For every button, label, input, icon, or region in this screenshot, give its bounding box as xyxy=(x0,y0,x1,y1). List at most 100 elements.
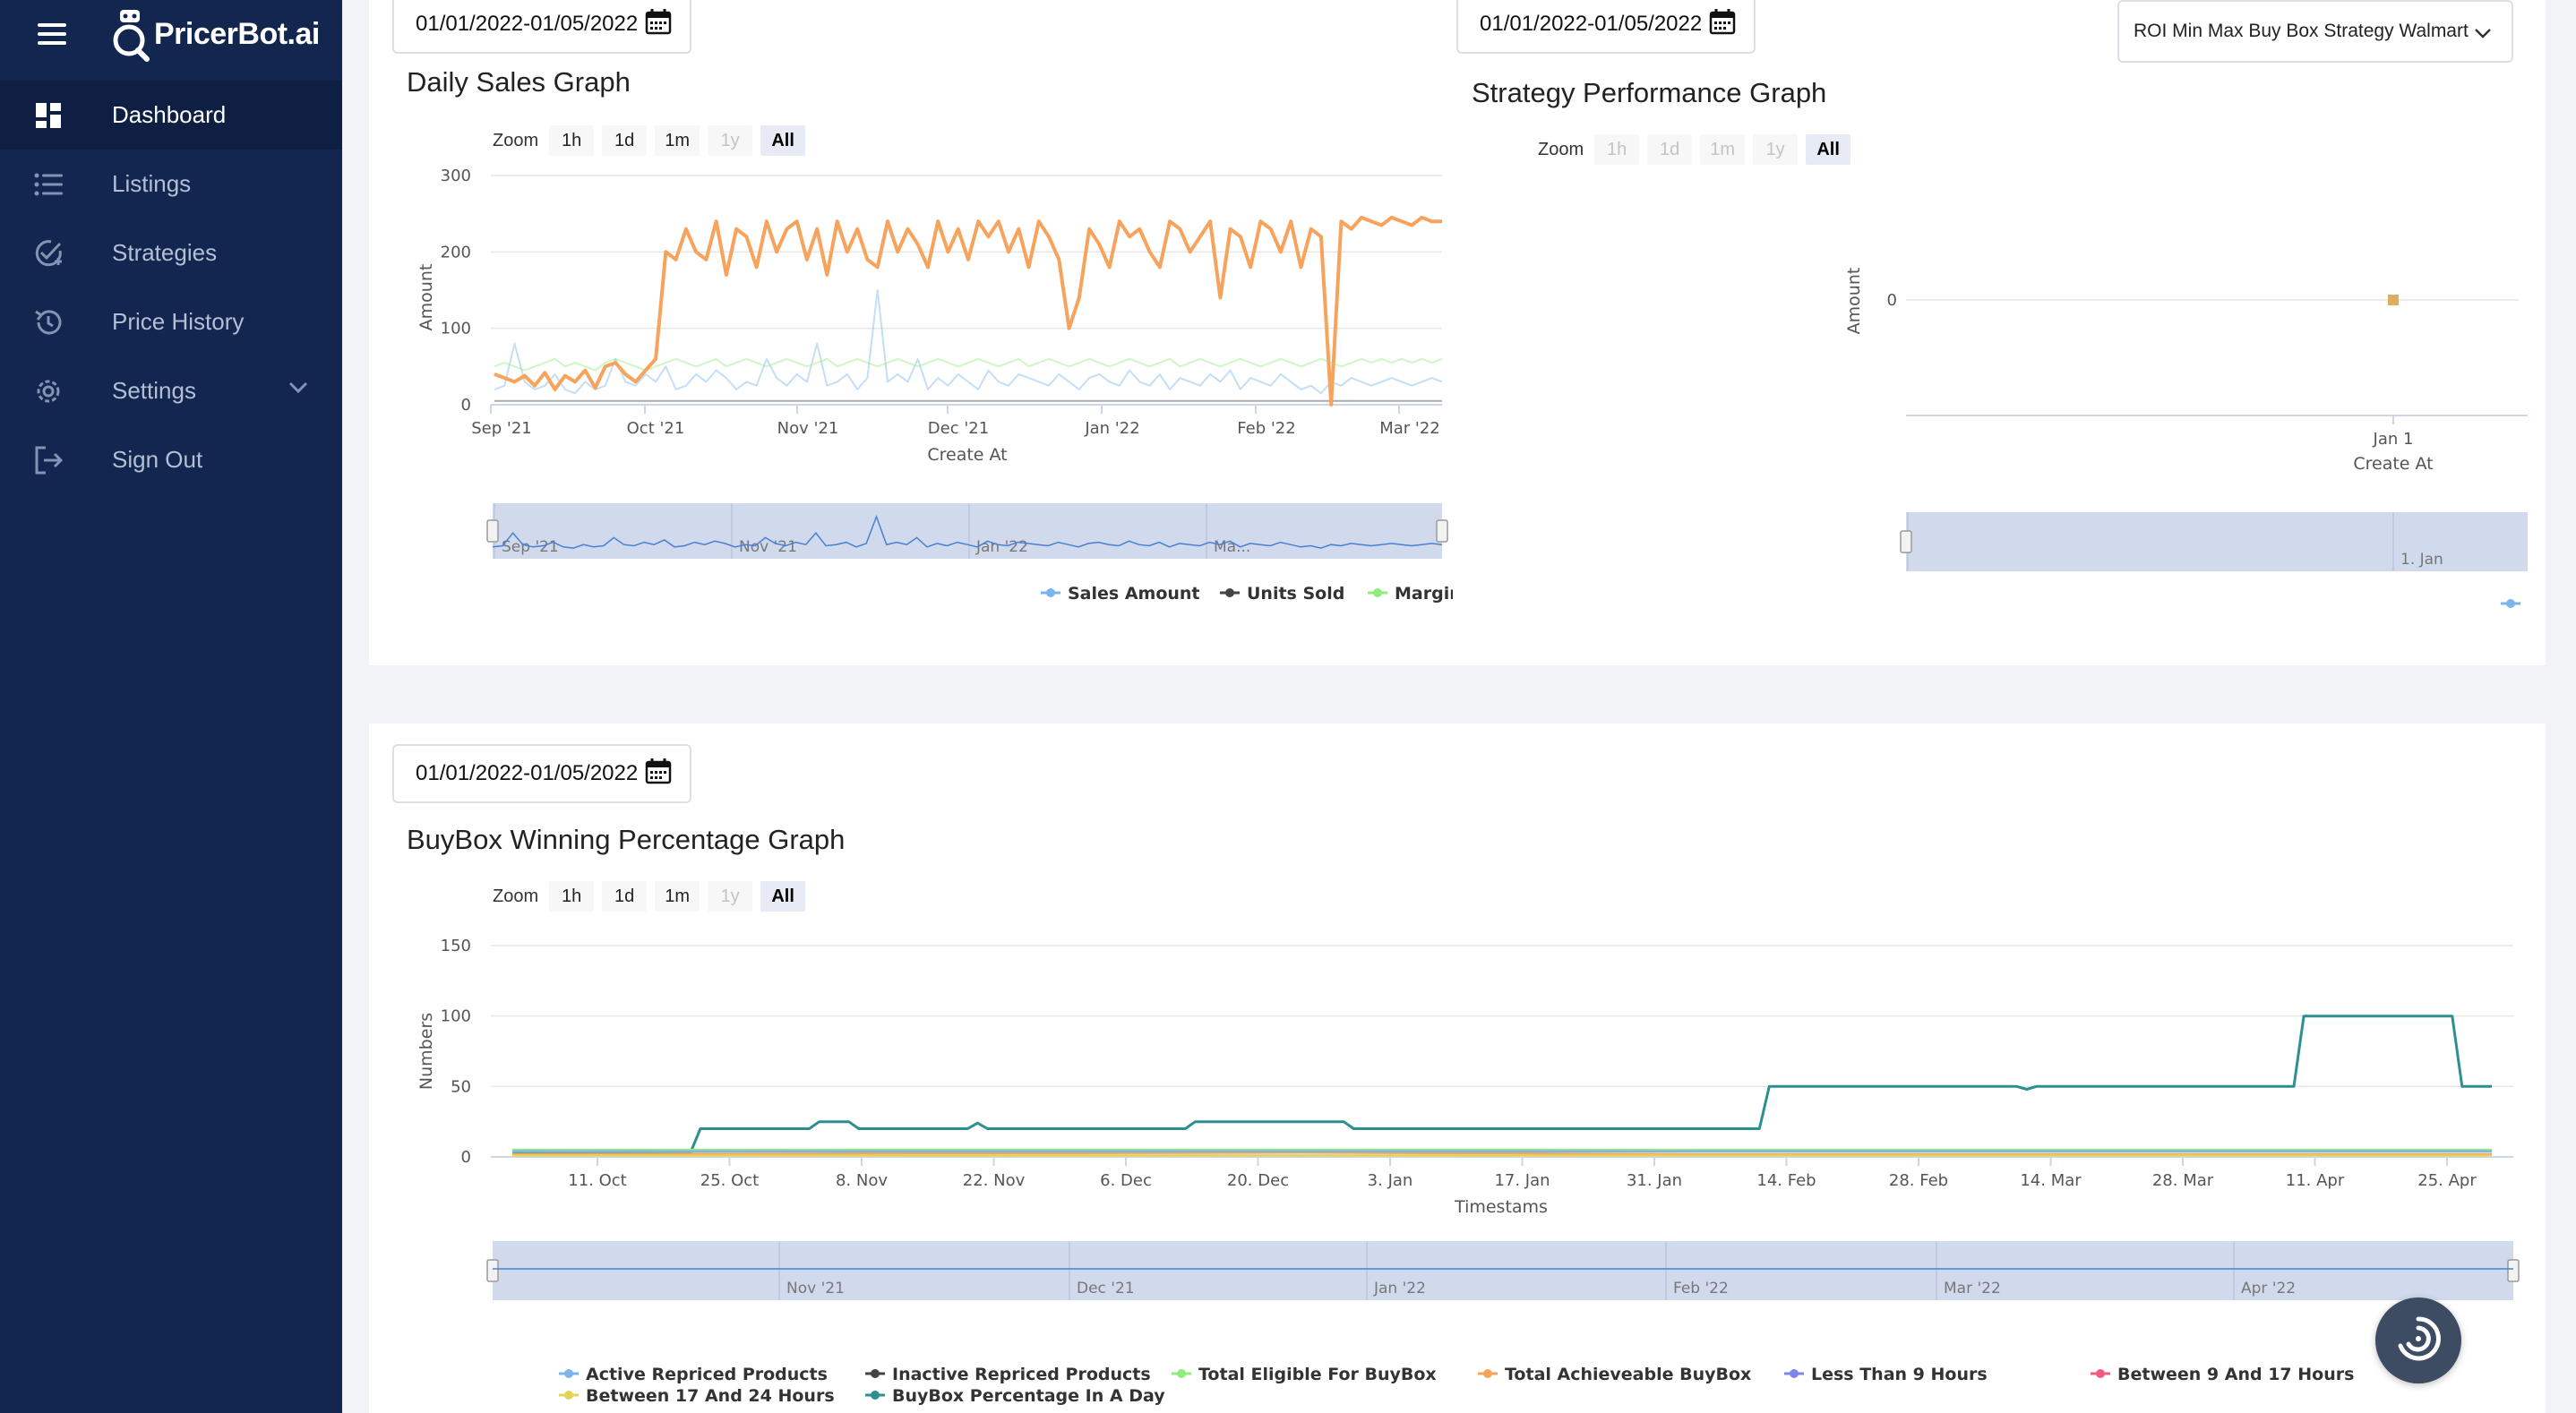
sidebar-item-settings[interactable]: Settings xyxy=(0,356,342,425)
zoom-1m-button[interactable]: 1m xyxy=(1700,134,1746,165)
daily-sales-zoom-bar: Zoom 1h 1d 1m 1y All xyxy=(493,125,813,156)
legend-item-marker xyxy=(1046,588,1055,597)
navigator-handle xyxy=(486,1259,499,1282)
zoom-1h-button[interactable]: 1h xyxy=(1594,134,1640,165)
y-axis-title: Amount xyxy=(1844,268,1864,335)
navigator-label: Jan '22 xyxy=(975,538,1028,556)
chevron-down-icon xyxy=(2474,23,2492,45)
logo[interactable]: PricerBot.ai xyxy=(109,5,320,63)
zoom-1d-button[interactable]: 1d xyxy=(602,125,648,156)
series-line-roi xyxy=(494,215,1442,407)
y-tick-label: 0 xyxy=(461,396,471,415)
strategy-icon xyxy=(32,237,64,270)
date-range-value: 01/01/2022-01/05/2022 xyxy=(416,761,639,785)
sidebar-item-label: Dashboard xyxy=(112,101,227,128)
x-tick-label: 25. Apr xyxy=(2417,1171,2477,1190)
sidebar: PricerBot.ai Dashboard xyxy=(0,0,342,1413)
zoom-1y-button[interactable]: 1y xyxy=(708,125,753,156)
sidebar-item-label: Price History xyxy=(112,308,245,335)
top-charts-card: 01/01/2022-01/05/2022 Daily Sales Graph … xyxy=(369,0,2546,665)
strategy-date-range-picker[interactable]: 01/01/2022-01/05/2022 xyxy=(1456,0,1756,54)
navigator-handle xyxy=(1436,519,1448,543)
buybox-date-range-picker[interactable]: 01/01/2022-01/05/2022 xyxy=(392,744,691,803)
x-tick-label: 20. Dec xyxy=(1227,1171,1289,1190)
strategy-zoom-bar: Zoom 1h 1d 1m 1y All xyxy=(1538,134,1859,165)
buybox-title: BuyBox Winning Percentage Graph xyxy=(407,824,846,855)
navigator-mask xyxy=(493,503,1442,559)
daily-sales-date-range-picker[interactable]: 01/01/2022-01/05/2022 xyxy=(392,0,691,54)
calendar-icon[interactable] xyxy=(645,8,672,41)
zoom-1m-button[interactable]: 1m xyxy=(655,125,700,156)
zoom-1h-button[interactable]: 1h xyxy=(549,125,595,156)
navigator-handle xyxy=(486,519,499,543)
legend-item: Less Than 9 Hours xyxy=(1811,1365,1988,1384)
dashboard-icon xyxy=(32,99,64,132)
zoom-1y-button[interactable]: 1y xyxy=(1753,134,1799,165)
zoom-1d-button[interactable]: 1d xyxy=(1647,134,1693,165)
sidebar-header: PricerBot.ai xyxy=(0,0,342,75)
zoom-all-button[interactable]: All xyxy=(1806,134,1851,165)
sidebar-item-label: Settings xyxy=(112,377,196,404)
sidebar-item-dashboard[interactable]: Dashboard xyxy=(0,81,342,150)
x-tick-label: Oct '21 xyxy=(627,419,685,438)
y-tick-label: 100 xyxy=(441,1007,471,1026)
y-tick-label: 300 xyxy=(441,167,471,185)
daily-sales-chart[interactable]: 0 100 200 300 Sep '21 Oct '21 Nov '21 Dec '21 Ja… xyxy=(369,161,1453,627)
legend-item-marker xyxy=(871,1391,880,1400)
calendar-icon[interactable] xyxy=(645,758,672,791)
buybox-chart[interactable]: 0 50 100 150 11. Oct 25. Oct 8. Nov 22. Nov 6. D… xyxy=(369,917,2546,1413)
y-tick-label: 0 xyxy=(461,1148,471,1167)
legend-item-marker xyxy=(2096,1369,2105,1378)
calendar-icon[interactable] xyxy=(1709,8,1736,41)
chat-swirl-icon xyxy=(2393,1314,2443,1368)
x-tick-label: Dec '21 xyxy=(928,419,989,438)
legend-item: Total Achieveable BuyBox xyxy=(1505,1365,1751,1384)
legend-item: Active Repriced Products xyxy=(586,1365,828,1384)
history-icon xyxy=(32,306,64,338)
sidebar-item-sign-out[interactable]: Sign Out xyxy=(0,425,342,494)
chevron-down-icon[interactable] xyxy=(288,381,308,398)
buybox-card: 01/01/2022-01/05/2022 BuyBox Winning Per… xyxy=(369,724,2546,1413)
strategy-select-value: ROI Min Max Buy Box Strategy Walmart xyxy=(2134,21,2469,41)
zoom-label: Zoom xyxy=(493,886,539,906)
buybox-zoom-bar: Zoom 1h 1d 1m 1y All xyxy=(493,881,813,912)
x-tick-label: 28. Mar xyxy=(2152,1171,2214,1190)
sidebar-item-strategies[interactable]: Strategies xyxy=(0,218,342,287)
x-tick-label: 25. Oct xyxy=(700,1171,759,1190)
x-tick-label: 14. Feb xyxy=(1756,1171,1816,1190)
x-tick-label: 17. Jan xyxy=(1494,1171,1550,1190)
hamburger-menu-icon[interactable] xyxy=(38,23,66,45)
zoom-label: Zoom xyxy=(1538,139,1584,159)
chat-widget-button[interactable] xyxy=(2375,1297,2461,1383)
y-tick-label: 0 xyxy=(1887,291,1897,310)
zoom-all-button[interactable]: All xyxy=(760,125,806,156)
zoom-1h-button[interactable]: 1h xyxy=(549,881,595,912)
y-axis-title: Amount xyxy=(416,264,436,331)
sidebar-item-label: Sign Out xyxy=(112,446,203,473)
navigator-handle xyxy=(1900,530,1912,553)
series-line-margin xyxy=(494,357,1443,372)
list-icon xyxy=(32,168,64,201)
zoom-1m-button[interactable]: 1m xyxy=(655,881,700,912)
daily-sales-title: Daily Sales Graph xyxy=(407,66,631,98)
legend-item: Total Eligible For BuyBox xyxy=(1198,1365,1437,1384)
y-tick-label: 200 xyxy=(441,243,471,261)
x-tick-label: 8. Nov xyxy=(836,1171,888,1190)
x-tick-label: Nov '21 xyxy=(777,419,839,438)
strategy-select[interactable]: ROI Min Max Buy Box Strategy Walmart xyxy=(2117,0,2513,63)
navigator-label: Nov '21 xyxy=(786,1280,845,1297)
navigator-mask xyxy=(1906,512,2528,571)
sidebar-item-listings[interactable]: Listings xyxy=(0,150,342,218)
legend-item: BuyBox Percentage In A Day xyxy=(892,1386,1165,1406)
sidebar-item-price-history[interactable]: Price History xyxy=(0,287,342,356)
date-range-value: 01/01/2022-01/05/2022 xyxy=(416,12,639,36)
gear-icon xyxy=(32,375,64,407)
zoom-1d-button[interactable]: 1d xyxy=(602,881,648,912)
zoom-1y-button[interactable]: 1y xyxy=(708,881,753,912)
series-line-sales-amount xyxy=(494,289,1443,395)
logo-magnifier-icon xyxy=(109,8,152,62)
navigator-label: Jan '22 xyxy=(1373,1280,1426,1297)
zoom-all-button[interactable]: All xyxy=(760,881,806,912)
navigator-label: Nov '21 xyxy=(739,538,797,556)
